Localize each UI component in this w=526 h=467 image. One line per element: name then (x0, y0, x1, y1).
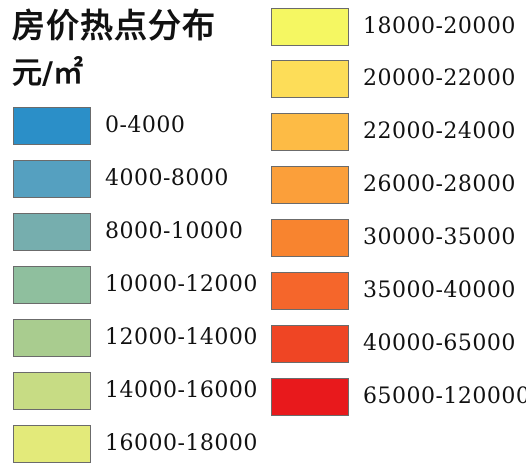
legend-label: 16000-18000 (105, 425, 258, 463)
legend-swatch (13, 319, 91, 357)
legend-label: 26000-28000 (363, 166, 516, 204)
legend-label: 14000-16000 (105, 372, 258, 410)
legend-label: 40000-65000 (363, 325, 516, 363)
legend-title: 房价热点分布 (12, 2, 216, 50)
legend-swatch (13, 425, 91, 463)
legend-swatch (271, 113, 349, 151)
legend-label: 0-4000 (105, 107, 185, 145)
legend-swatch (271, 60, 349, 98)
legend-swatch (271, 272, 349, 310)
legend-unit: 元/㎡ (12, 52, 83, 96)
legend-swatch (13, 372, 91, 410)
legend-label: 22000-24000 (363, 113, 516, 151)
legend-label: 20000-22000 (363, 60, 516, 98)
legend-label: 12000-14000 (105, 319, 258, 357)
legend-swatch (271, 325, 349, 363)
legend-label: 35000-40000 (363, 272, 516, 310)
legend-swatch (271, 219, 349, 257)
legend-swatch (271, 378, 349, 416)
legend-swatch (13, 266, 91, 304)
legend-swatch (271, 166, 349, 204)
legend-label: 8000-10000 (105, 213, 243, 251)
legend-swatch (271, 8, 349, 46)
legend-swatch (13, 107, 91, 145)
legend-label: 30000-35000 (363, 219, 516, 257)
legend-swatch (13, 213, 91, 251)
legend-label: 65000-120000 (363, 378, 526, 416)
legend-label: 10000-12000 (105, 266, 258, 304)
legend-swatch (13, 160, 91, 198)
legend-label: 4000-8000 (105, 160, 229, 198)
legend-label: 18000-20000 (363, 8, 516, 46)
